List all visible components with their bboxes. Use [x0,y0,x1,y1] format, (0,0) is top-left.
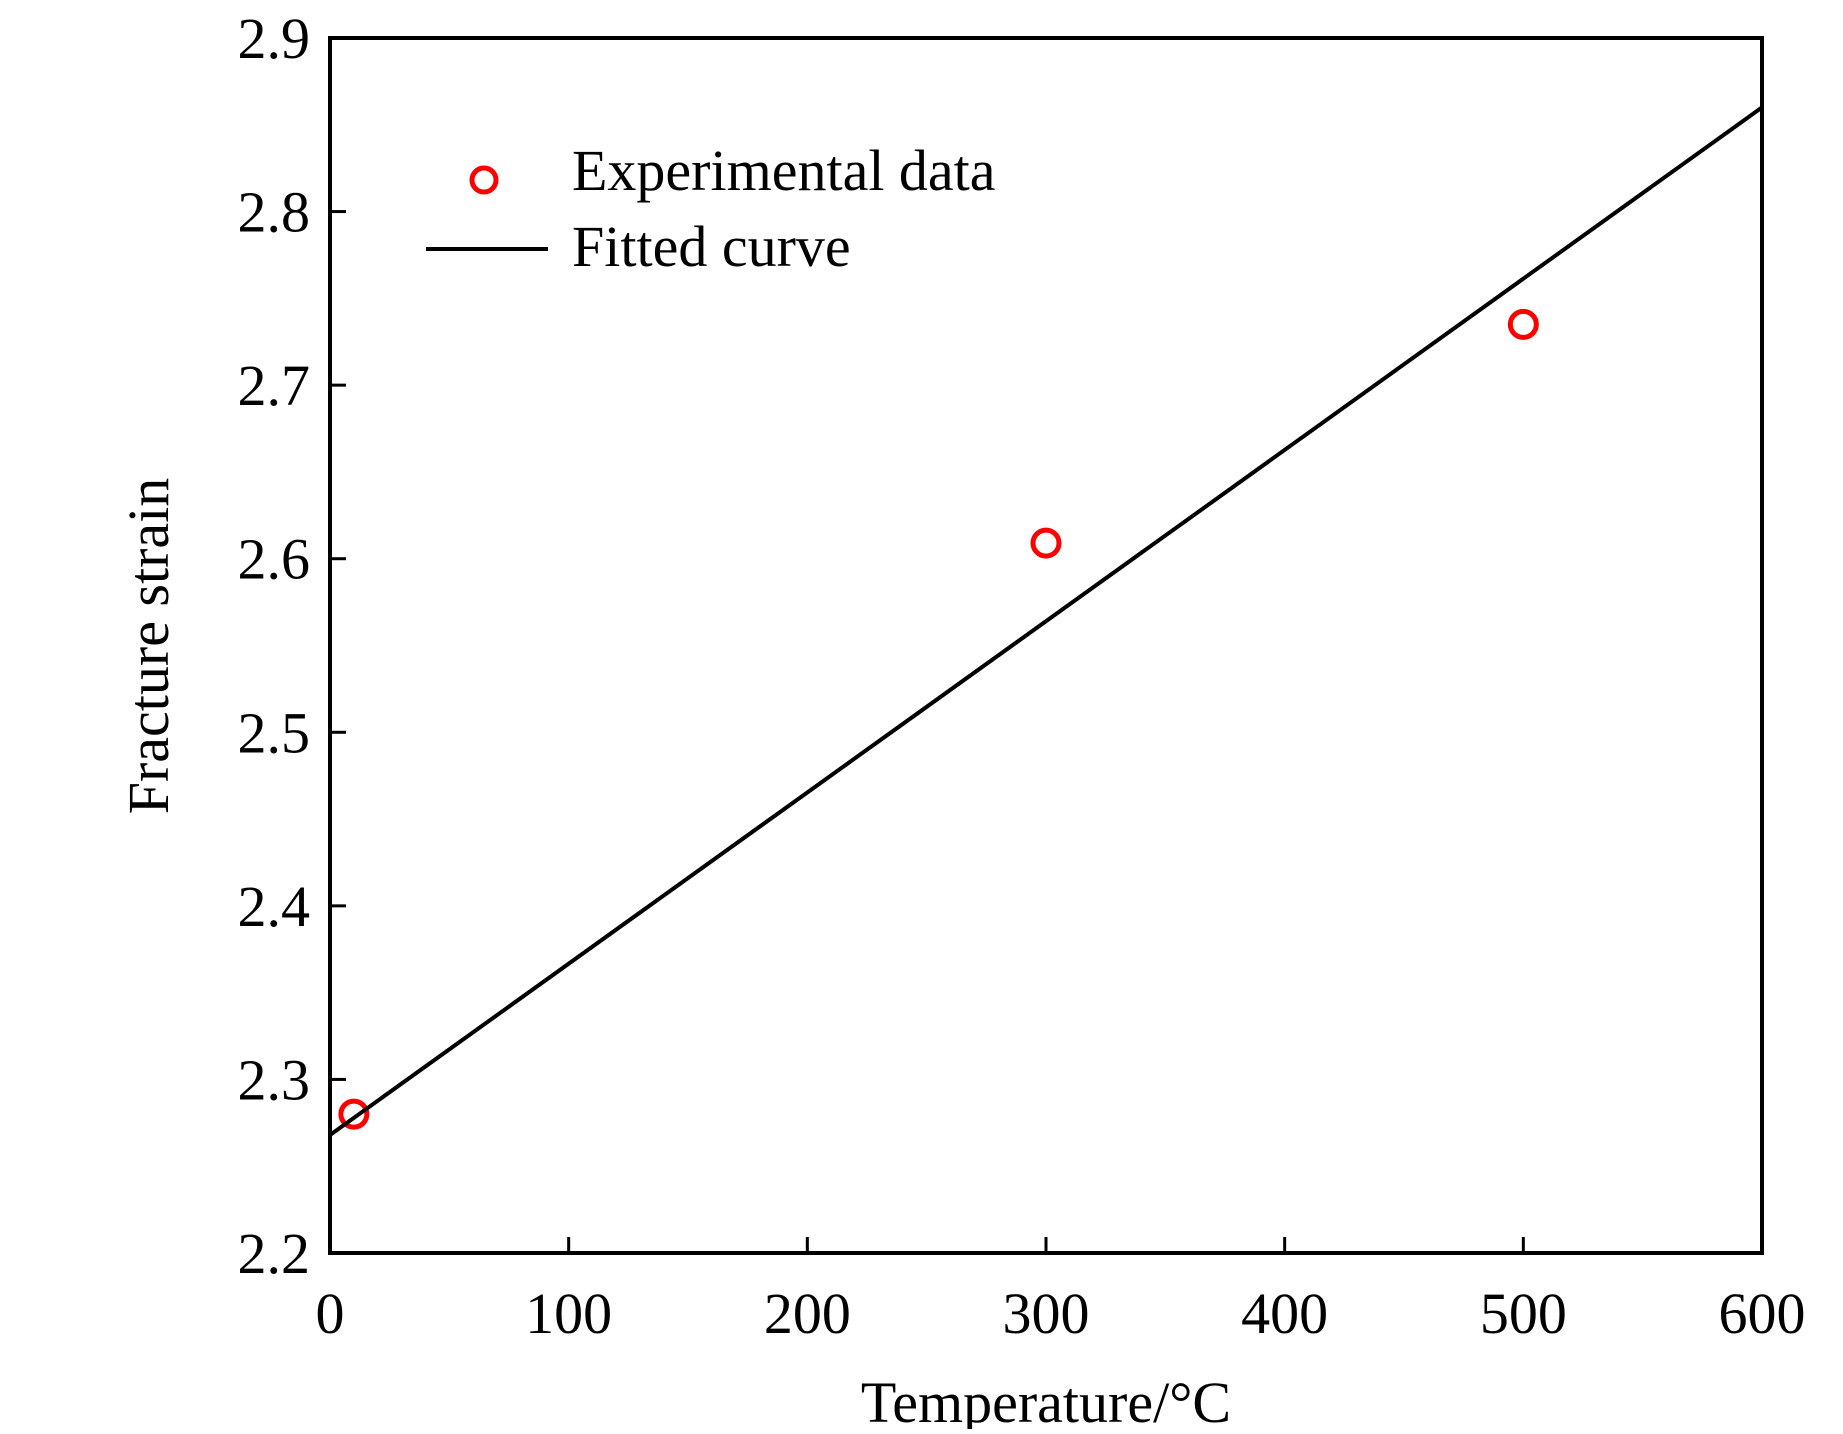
y-tick-label: 2.3 [238,1047,311,1112]
y-tick-label: 2.4 [238,874,311,939]
x-tick-label: 300 [1003,1281,1090,1346]
series-layer [328,105,1764,1137]
legend-label-fitted: Fitted curve [572,214,851,279]
x-tick-label: 500 [1480,1281,1567,1346]
x-tick-label: 0 [316,1281,345,1346]
y-axis-title: Fracture strain [116,478,181,815]
experimental-data-point [338,1098,370,1130]
y-tick-label: 2.2 [238,1221,311,1286]
y-tick-label: 2.5 [238,700,311,765]
y-tick-label: 2.9 [238,6,311,71]
fitted-curve-line [328,105,1764,1137]
x-tick-label: 200 [764,1281,851,1346]
experimental-data-point [1507,308,1539,340]
ticks-layer: 0 100 200 300 400 500 600 2.2 2.3 2.4 2.5 2.6 2.7 2.8… [238,6,1806,1346]
legend: Experimental data Fitted curve [426,138,996,279]
x-tick-label: 600 [1719,1281,1806,1346]
legend-marker-experimental [469,165,499,195]
experimental-data-point [1030,527,1062,559]
y-tick-label: 2.7 [238,353,311,418]
plot-frame [328,36,1764,1255]
x-tick-label: 400 [1241,1281,1328,1346]
x-axis-title: Temperature/°C [861,1370,1231,1429]
y-tick-label: 2.6 [238,527,311,592]
legend-label-experimental: Experimental data [572,138,996,203]
x-tick-label: 100 [525,1281,612,1346]
y-tick-label: 2.8 [238,180,311,245]
